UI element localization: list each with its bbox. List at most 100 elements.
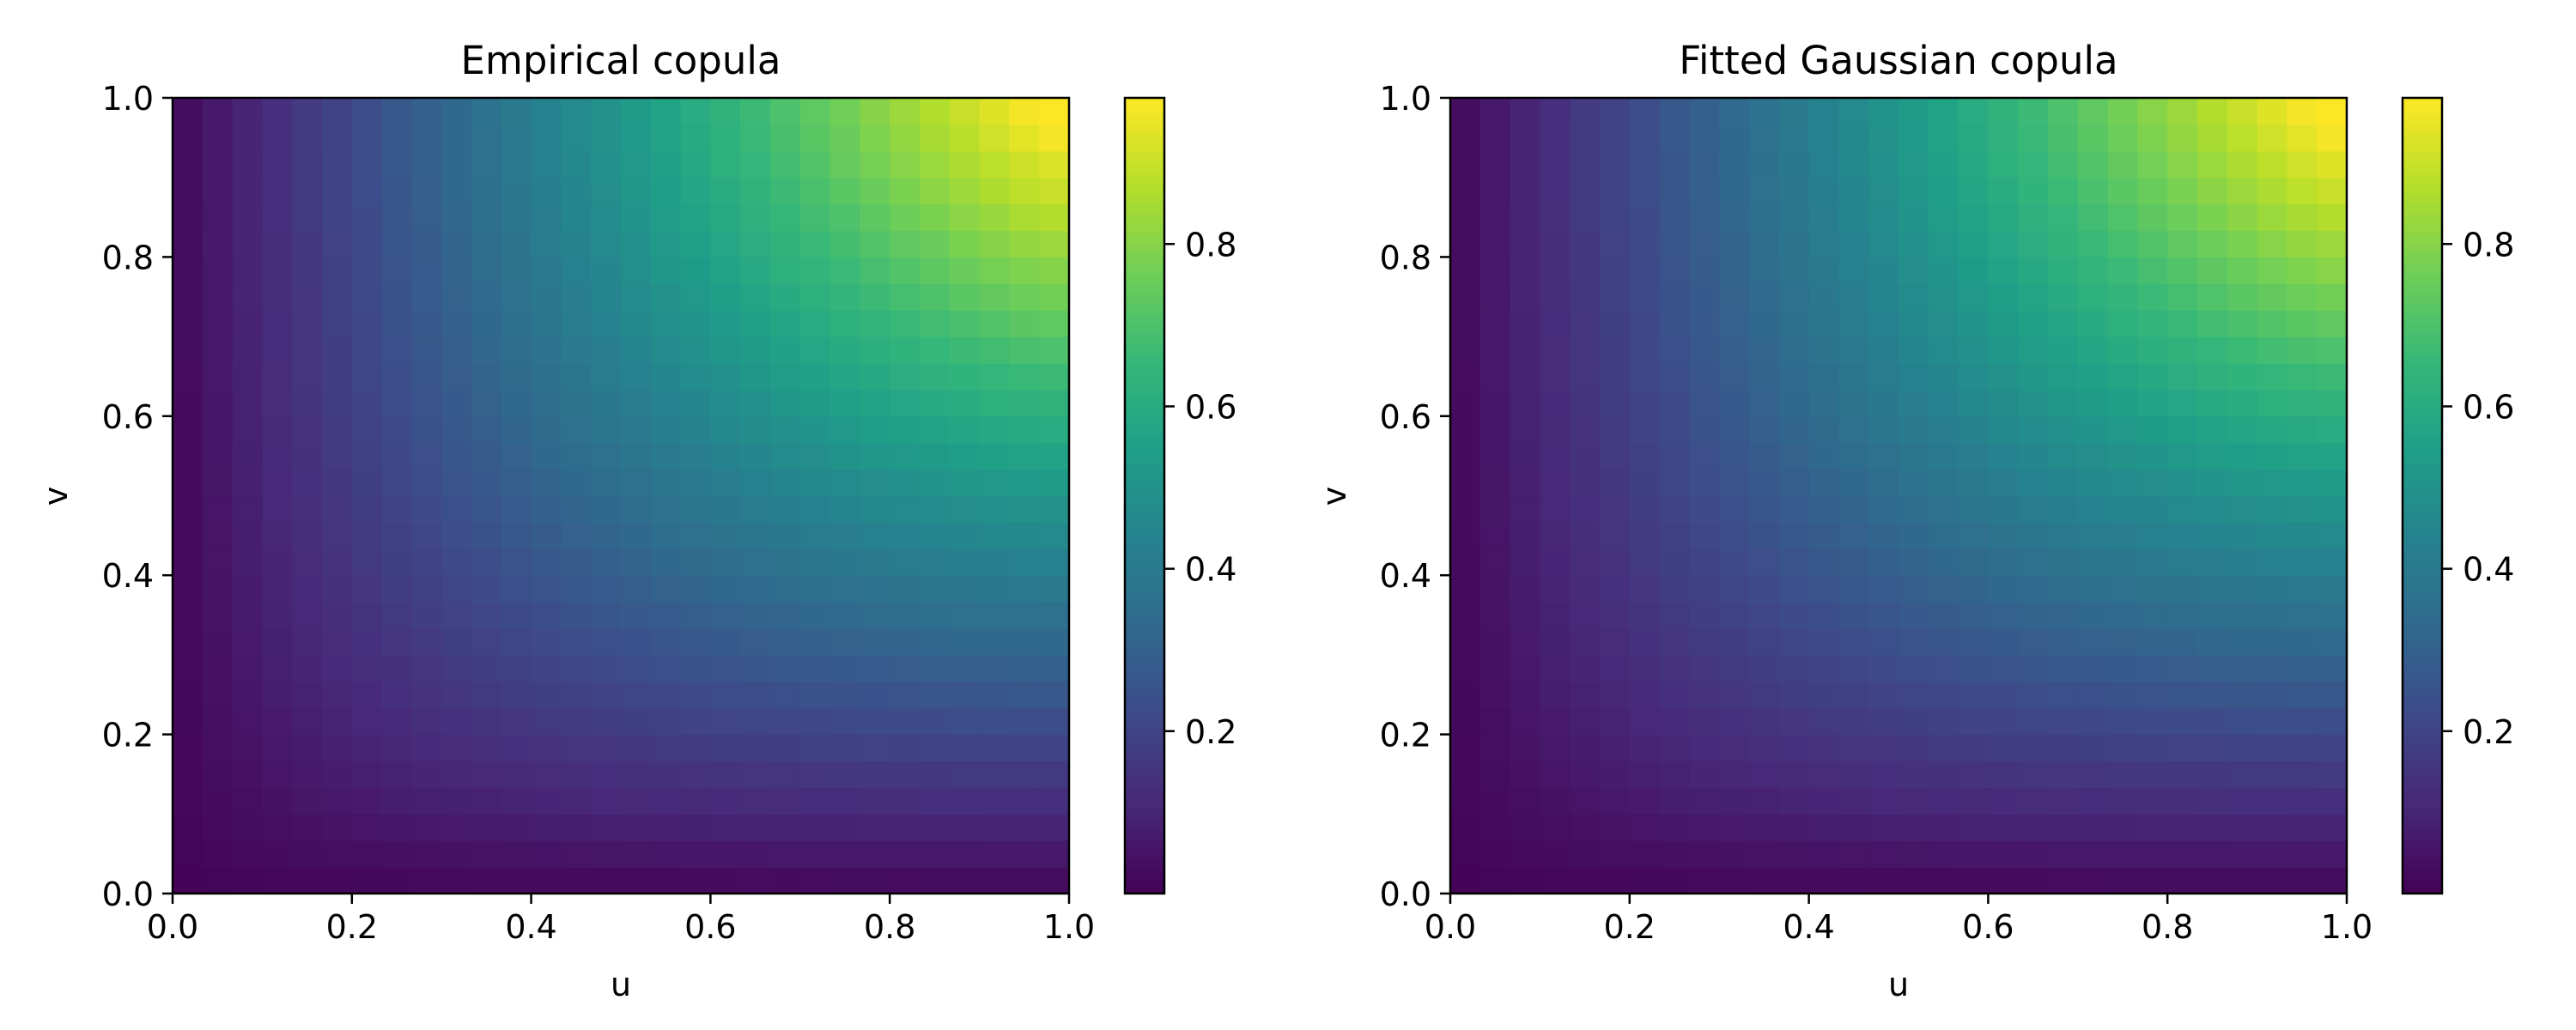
heatmap-cell xyxy=(1808,495,1839,523)
heatmap-cell xyxy=(292,283,323,311)
heatmap-cell xyxy=(501,602,532,629)
heatmap-cell xyxy=(173,203,204,232)
heatmap-cell xyxy=(2317,363,2348,391)
heatmap-cell xyxy=(591,124,622,152)
heatmap-cell xyxy=(381,150,412,179)
x-axis-ticks: 0.0 0.2 0.4 0.6 0.8 1.0 xyxy=(147,894,1095,946)
y-tick-label: 0.0 xyxy=(1380,876,1431,913)
heatmap-cell xyxy=(2257,760,2287,788)
heatmap-cell xyxy=(650,628,682,656)
heatmap-cell xyxy=(1868,867,1899,894)
heatmap-cell xyxy=(1778,230,1810,258)
heatmap-cell xyxy=(710,522,741,549)
heatmap-cell xyxy=(471,177,502,205)
heatmap-cell xyxy=(2227,522,2258,549)
heatmap-cell xyxy=(1719,654,1750,682)
heatmap-cell xyxy=(920,575,951,603)
colorbar-segment xyxy=(2403,342,2442,351)
heatmap-cell xyxy=(1749,203,1780,232)
colorbar-segment xyxy=(1125,243,1164,251)
heatmap-cell xyxy=(650,548,682,576)
heatmap-cell xyxy=(1009,230,1040,258)
heatmap-cell xyxy=(860,654,890,682)
heatmap-cell xyxy=(770,548,801,576)
heatmap-cell xyxy=(1689,283,1720,311)
heatmap-cell xyxy=(1039,548,1070,576)
heatmap-cell xyxy=(1928,124,1959,152)
heatmap-cell xyxy=(650,363,682,391)
heatmap-cell xyxy=(351,814,383,841)
heatmap-cell xyxy=(1479,336,1511,364)
heatmap-cell xyxy=(202,389,234,417)
heatmap-cell xyxy=(2137,389,2168,417)
heatmap-cell xyxy=(471,150,502,179)
heatmap-cell xyxy=(1719,814,1750,841)
heatmap-cell xyxy=(2077,203,2109,232)
heatmap-cell xyxy=(1749,760,1780,788)
heatmap-cell xyxy=(441,124,472,152)
heatmap-cell xyxy=(2018,363,2049,391)
heatmap-cell xyxy=(561,415,592,444)
heatmap-cell xyxy=(1629,310,1661,337)
heatmap-cell xyxy=(202,814,234,841)
heatmap-cell xyxy=(441,363,472,391)
heatmap-cell xyxy=(740,787,771,815)
heatmap-cell xyxy=(1749,787,1780,815)
heatmap-cell xyxy=(1600,363,1631,391)
colorbar-segment xyxy=(1125,383,1164,391)
heatmap-cell xyxy=(710,681,741,709)
heatmap-cell xyxy=(441,628,472,656)
heatmap-cell xyxy=(1450,787,1481,815)
heatmap-cell xyxy=(1868,363,1899,391)
heatmap-cell xyxy=(2257,124,2287,152)
heatmap-cell xyxy=(262,230,293,258)
heatmap-cell xyxy=(1629,230,1661,258)
heatmap-cell xyxy=(1570,814,1601,841)
heatmap-cell xyxy=(2227,469,2258,497)
heatmap-cell xyxy=(1009,548,1040,576)
heatmap-cell xyxy=(740,469,771,497)
heatmap-cell xyxy=(1689,787,1720,815)
heatmap-cell xyxy=(2018,734,2049,762)
heatmap-cell xyxy=(1600,442,1631,470)
heatmap-cell xyxy=(173,415,204,444)
heatmap-cell xyxy=(471,124,502,152)
colorbar-segment xyxy=(2403,741,2442,748)
heatmap-cell xyxy=(1928,575,1959,603)
heatmap-cell xyxy=(471,787,502,815)
heatmap-cell xyxy=(1540,257,1571,284)
heatmap-cell xyxy=(322,363,353,391)
heatmap-cell xyxy=(173,230,204,258)
colorbar-segment xyxy=(1125,529,1164,536)
heatmap-cell xyxy=(1600,628,1631,656)
heatmap-cell xyxy=(770,150,801,179)
heatmap-cell xyxy=(1928,336,1959,364)
colorbar-segment xyxy=(2403,237,2442,245)
heatmap-cell xyxy=(1778,681,1810,709)
heatmap-cell xyxy=(232,707,263,736)
heatmap-cell xyxy=(2107,681,2138,709)
heatmap-cell xyxy=(2167,654,2198,682)
colorbar-segment xyxy=(2403,409,2442,417)
heatmap-cell xyxy=(890,283,920,311)
heatmap-cell xyxy=(1838,177,1869,205)
heatmap-cell xyxy=(381,548,412,576)
heatmap-cell xyxy=(1778,389,1810,417)
colorbar-segment xyxy=(1125,833,1164,841)
heatmap-cell xyxy=(322,707,353,736)
heatmap-cell xyxy=(262,495,293,523)
heatmap-cell xyxy=(860,310,890,337)
heatmap-cell xyxy=(829,840,860,868)
heatmap-cell xyxy=(2257,363,2287,391)
heatmap-cell xyxy=(1928,389,1959,417)
heatmap-cell xyxy=(441,230,472,258)
heatmap-cell xyxy=(322,177,353,205)
heatmap-cell xyxy=(232,495,263,523)
heatmap-cell xyxy=(1808,734,1839,762)
heatmap-cell xyxy=(1719,495,1750,523)
heatmap-cell xyxy=(381,177,412,205)
heatmap-cell xyxy=(1899,442,1929,470)
heatmap-cell xyxy=(1689,522,1720,549)
heatmap-cell xyxy=(2167,681,2198,709)
heatmap-cell xyxy=(2197,203,2228,232)
